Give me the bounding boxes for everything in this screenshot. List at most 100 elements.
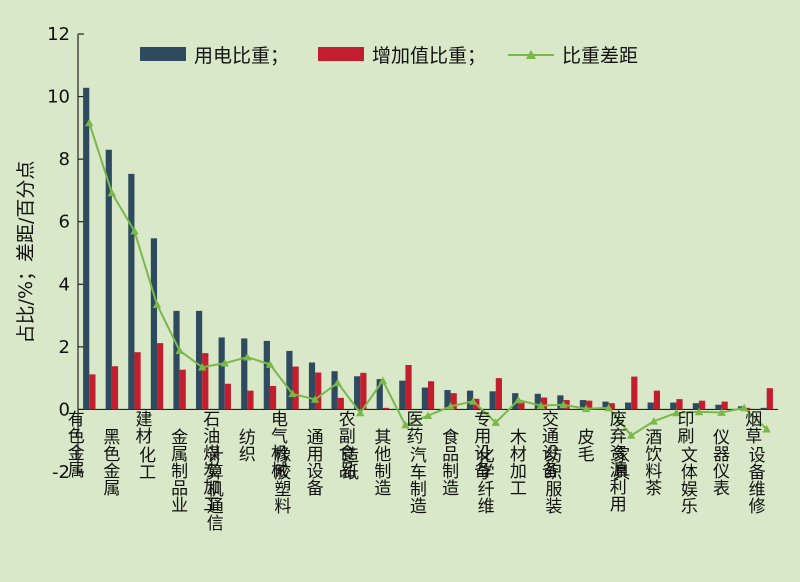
x-tick-label-22: 皮毛 bbox=[578, 428, 595, 465]
difference-point-4 bbox=[175, 346, 184, 354]
bar-value-added-10 bbox=[315, 372, 322, 410]
x-tick-label-10: 通用设备 bbox=[307, 428, 324, 499]
bar-value-added-13 bbox=[382, 407, 390, 410]
bar-electricity-17 bbox=[466, 390, 474, 410]
x-tick-label-11: 造纸 bbox=[342, 446, 359, 483]
bar-electricity-0 bbox=[83, 87, 90, 410]
bar-electricity-23 bbox=[602, 401, 609, 410]
difference-point-23 bbox=[604, 403, 613, 412]
x-tick-label-9: 电气机械 bbox=[271, 410, 288, 481]
bar-electricity-19 bbox=[512, 393, 519, 410]
x-tick-label-0: 有色金属 bbox=[68, 410, 85, 481]
legend-swatch-0 bbox=[140, 47, 186, 61]
x-tick-label-15: 医药 bbox=[407, 410, 424, 447]
difference-point-14 bbox=[401, 420, 410, 429]
bar-value-added-15 bbox=[428, 381, 435, 410]
difference-point-29 bbox=[739, 403, 749, 412]
bar-electricity-24 bbox=[625, 402, 632, 410]
bar-value-added-26 bbox=[676, 399, 683, 410]
x-tick-label-24: 废弃资源利用 bbox=[610, 410, 627, 515]
bar-value-added-29 bbox=[744, 407, 751, 410]
bar-value-added-23 bbox=[608, 403, 615, 410]
bar-value-added-7 bbox=[247, 390, 254, 410]
bar-value-added-6 bbox=[224, 383, 231, 410]
bar-value-added-5 bbox=[202, 353, 209, 410]
bar-value-added-18 bbox=[495, 378, 502, 410]
bar-value-added-19 bbox=[518, 402, 525, 410]
x-tick-label-6: 石油煤炭加工 bbox=[203, 410, 220, 515]
difference-point-12 bbox=[356, 408, 365, 417]
bar-value-added-22 bbox=[586, 400, 593, 410]
difference-point-17 bbox=[468, 397, 478, 405]
difference-point-24 bbox=[627, 431, 636, 439]
bar-electricity-1 bbox=[105, 149, 112, 410]
difference-point-7 bbox=[243, 352, 252, 361]
difference-point-13 bbox=[378, 376, 388, 385]
bar-electricity-22 bbox=[579, 400, 587, 410]
bar-electricity-6 bbox=[218, 337, 225, 410]
bar-electricity-9 bbox=[286, 350, 293, 410]
x-tick-label-13: 其他制造 bbox=[374, 428, 391, 499]
bar-electricity-12 bbox=[354, 376, 361, 410]
difference-point-11 bbox=[333, 378, 342, 387]
bar-value-added-9 bbox=[292, 366, 299, 410]
x-tick-label-23: 家具 bbox=[613, 446, 630, 483]
bar-electricity-13 bbox=[376, 379, 383, 410]
difference-point-8 bbox=[265, 360, 275, 368]
x-tick-label-1: 黑色金属 bbox=[103, 428, 120, 499]
difference-point-5 bbox=[197, 362, 207, 371]
bar-electricity-26 bbox=[670, 402, 677, 410]
y-tick-label: 10 bbox=[47, 87, 70, 108]
x-tick-label-26: 文体娱乐 bbox=[681, 446, 698, 517]
x-tick-label-7: 纺织 bbox=[239, 428, 256, 465]
difference-point-15 bbox=[423, 411, 433, 420]
x-tick-label-8: 橡胶塑料 bbox=[274, 446, 291, 517]
difference-point-10 bbox=[310, 395, 320, 403]
bar-value-added-8 bbox=[269, 385, 277, 410]
bar-value-added-16 bbox=[450, 393, 457, 410]
y-tick-label: 0 bbox=[59, 399, 70, 420]
x-tick-label-29: 设备维修 bbox=[749, 446, 766, 517]
bar-value-added-12 bbox=[360, 372, 367, 410]
y-tick-label: 4 bbox=[59, 274, 70, 295]
bar-value-added-28 bbox=[721, 401, 728, 410]
difference-point-22 bbox=[581, 404, 591, 413]
legend-label-2: 比重差距 bbox=[562, 45, 638, 67]
x-tick-label-19: 木材加工 bbox=[510, 428, 527, 499]
bar-electricity-4 bbox=[173, 310, 180, 410]
x-tick-label-14: 汽车制造 bbox=[410, 446, 427, 517]
bar-value-added-20 bbox=[540, 397, 548, 410]
bar-electricity-27 bbox=[692, 403, 699, 410]
difference-line bbox=[85, 118, 771, 439]
x-tick-label-30: 烟草 bbox=[745, 410, 762, 447]
difference-point-28 bbox=[717, 408, 726, 416]
y-tick-label: 8 bbox=[59, 149, 70, 170]
bar-electricity-2 bbox=[128, 173, 135, 410]
bar-electricity-7 bbox=[241, 338, 248, 410]
axes: -2 0 2 4 6 8 10 12 bbox=[47, 24, 778, 483]
x-tick-label-18: 专用设备 bbox=[474, 410, 491, 481]
bar-value-added-25 bbox=[653, 390, 661, 410]
y-tick-label: 2 bbox=[59, 337, 70, 358]
bar-value-added-4 bbox=[179, 369, 186, 410]
x-tick-label-16: 食品制造 bbox=[442, 428, 459, 499]
difference-point-2 bbox=[130, 226, 139, 235]
bar-electricity-3 bbox=[150, 238, 158, 410]
difference-point-25 bbox=[649, 417, 659, 425]
x-tick-label-5: 计算机通信 bbox=[207, 446, 224, 534]
x-tick-label-4: 金属制品业 bbox=[171, 428, 188, 516]
legend: 用电比重； 增加值比重； 比重差距 bbox=[140, 45, 638, 67]
legend-swatch-1 bbox=[318, 47, 364, 61]
bar-electricity-5 bbox=[195, 310, 203, 410]
bar-electricity-28 bbox=[715, 404, 722, 410]
difference-point-19 bbox=[514, 395, 523, 404]
bar-value-added-0 bbox=[89, 374, 96, 410]
difference-point-16 bbox=[446, 402, 455, 410]
bar-electricity-25 bbox=[647, 402, 654, 410]
y-axis-label: 占比/%；差距/百分点 bbox=[15, 161, 37, 344]
y-tick-label: 6 bbox=[59, 212, 70, 233]
x-tick-label-28: 仪器仪表 bbox=[713, 428, 730, 499]
difference-point-18 bbox=[491, 418, 500, 426]
difference-point-20 bbox=[536, 401, 546, 410]
